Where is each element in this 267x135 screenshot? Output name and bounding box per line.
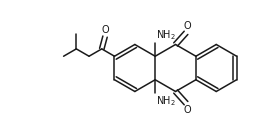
Text: O: O bbox=[101, 25, 109, 35]
Text: NH$_2$: NH$_2$ bbox=[156, 94, 176, 108]
Text: O: O bbox=[183, 105, 191, 115]
Text: NH$_2$: NH$_2$ bbox=[156, 28, 176, 42]
Text: O: O bbox=[183, 21, 191, 31]
